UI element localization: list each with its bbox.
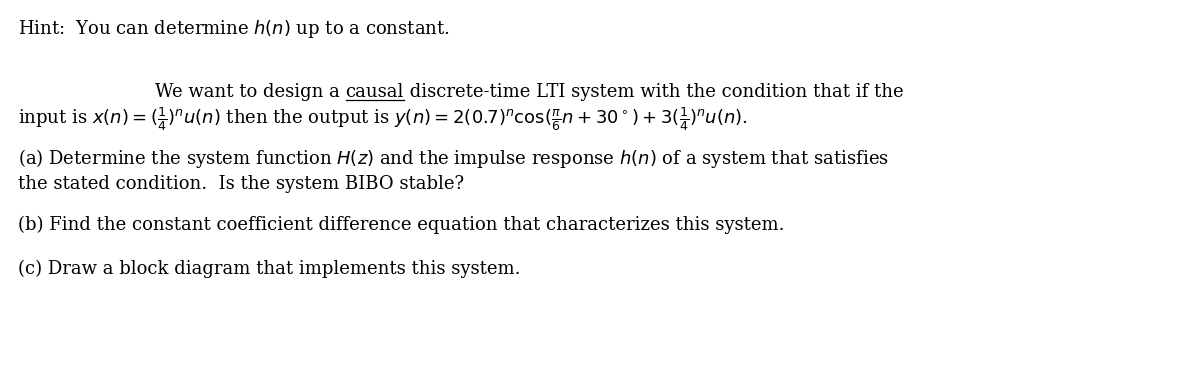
Text: (a) Determine the system function $H(z)$ and the impulse response $h(n)$ of a sy: (a) Determine the system function $H(z)$…: [18, 147, 889, 170]
Text: discrete-time LTI system with the condition that if the: discrete-time LTI system with the condit…: [404, 83, 904, 101]
Text: input is $x(n) = (\frac{1}{4})^n u(n)$ then the output is $y(n) = 2(0.7)^n \cos(: input is $x(n) = (\frac{1}{4})^n u(n)$ t…: [18, 105, 748, 133]
Text: (b) Find the constant coefficient difference equation that characterizes this sy: (b) Find the constant coefficient differ…: [18, 216, 785, 234]
Text: Hint:  You can determine $h(n)$ up to a constant.: Hint: You can determine $h(n)$ up to a c…: [18, 18, 450, 40]
Text: (c) Draw a block diagram that implements this system.: (c) Draw a block diagram that implements…: [18, 260, 521, 278]
Text: the stated condition.  Is the system BIBO stable?: the stated condition. Is the system BIBO…: [18, 175, 464, 193]
Text: We want to design a: We want to design a: [155, 83, 346, 101]
Text: causal: causal: [346, 83, 404, 101]
